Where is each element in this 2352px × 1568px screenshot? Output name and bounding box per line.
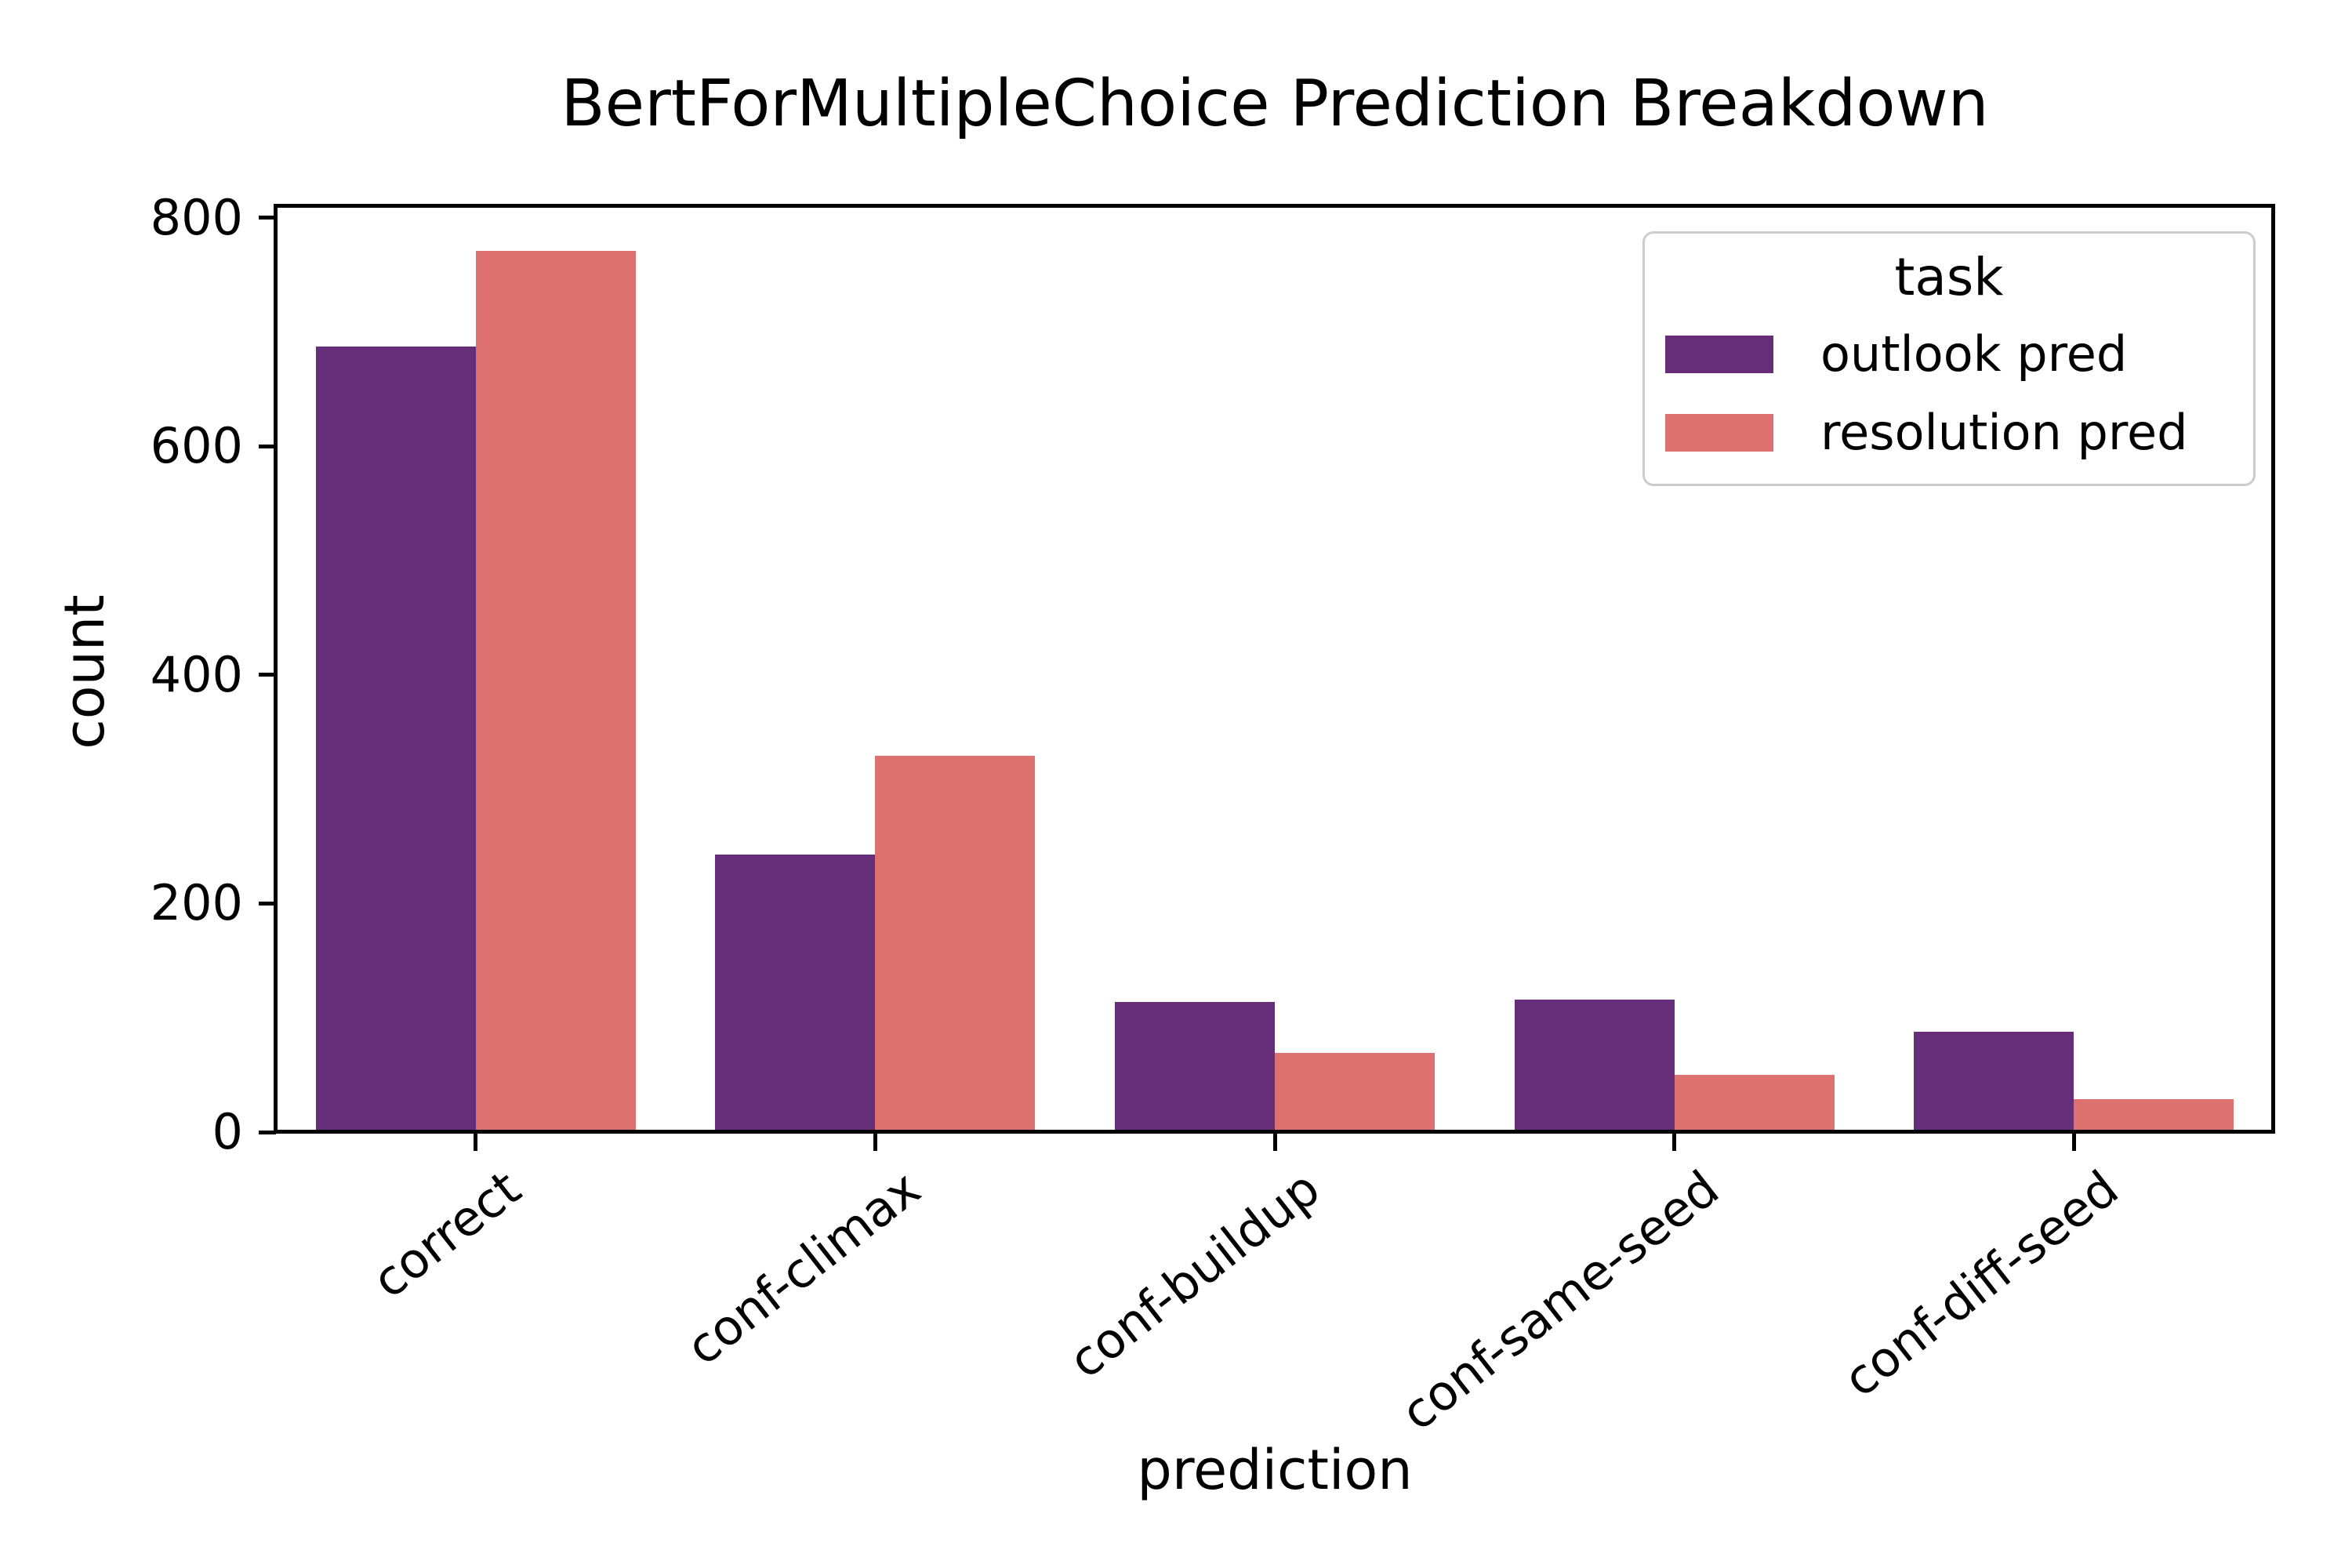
- bar-resolution-pred-conf-diff-seed: [2074, 1098, 2234, 1132]
- x-tick-mark-conf-buildup: [1272, 1134, 1277, 1151]
- bar-outlook-pred-conf-same-seed: [1514, 999, 1675, 1132]
- legend-row-outlook-pred: outlook pred: [1664, 315, 2234, 394]
- legend-label-resolution-pred: resolution pred: [1820, 403, 2188, 461]
- x-tick-label-conf-diff-seed: conf-diff-seed: [1833, 1159, 2129, 1409]
- y-tick-mark-800: [259, 216, 276, 220]
- bar-resolution-pred-correct: [475, 250, 636, 1132]
- legend-label-outlook-pred: outlook pred: [1820, 325, 2128, 383]
- legend-row-resolution-pred: resolution pred: [1664, 394, 2234, 472]
- x-tick-label-conf-same-seed: conf-same-seed: [1391, 1159, 1730, 1442]
- y-tick-mark-0: [259, 1130, 276, 1134]
- bar-outlook-pred-conf-diff-seed: [1914, 1031, 2074, 1132]
- bar-outlook-pred-conf-climax: [715, 854, 876, 1132]
- y-tick-mark-200: [259, 901, 276, 906]
- x-tick-label-conf-climax: conf-climax: [675, 1159, 931, 1377]
- y-tick-mark-600: [259, 444, 276, 448]
- bar-resolution-pred-conf-same-seed: [1674, 1075, 1835, 1132]
- y-axis-label: count: [53, 594, 117, 750]
- x-tick-label-correct: correct: [361, 1159, 532, 1310]
- legend-swatch-outlook-pred: [1665, 335, 1773, 373]
- legend: task outlook pred resolution pred: [1642, 231, 2256, 486]
- x-axis-label: prediction: [1137, 1438, 1413, 1502]
- legend-items: outlook pred resolution pred: [1664, 315, 2234, 472]
- y-tick-mark-400: [259, 673, 276, 677]
- y-tick-label-0: 0: [212, 1103, 243, 1160]
- x-tick-mark-conf-climax: [873, 1134, 877, 1151]
- y-tick-label-800: 800: [150, 188, 243, 246]
- x-tick-label-conf-buildup: conf-buildup: [1058, 1159, 1330, 1390]
- bar-resolution-pred-conf-buildup: [1275, 1053, 1435, 1132]
- bar-outlook-pred-conf-buildup: [1115, 1001, 1275, 1132]
- x-tick-mark-conf-diff-seed: [2071, 1134, 2076, 1151]
- y-tick-label-400: 400: [150, 645, 243, 703]
- bar-resolution-pred-conf-climax: [875, 756, 1036, 1132]
- x-tick-mark-correct: [474, 1134, 478, 1151]
- legend-title: task: [1894, 246, 2004, 307]
- legend-swatch-resolution-pred: [1665, 413, 1773, 452]
- x-tick-mark-conf-same-seed: [1672, 1134, 1677, 1151]
- bar-outlook-pred-correct: [315, 347, 476, 1132]
- y-tick-label-200: 200: [150, 874, 243, 932]
- chart-title: BertForMultipleChoice Prediction Breakdo…: [561, 67, 1989, 141]
- y-tick-label-600: 600: [150, 417, 243, 475]
